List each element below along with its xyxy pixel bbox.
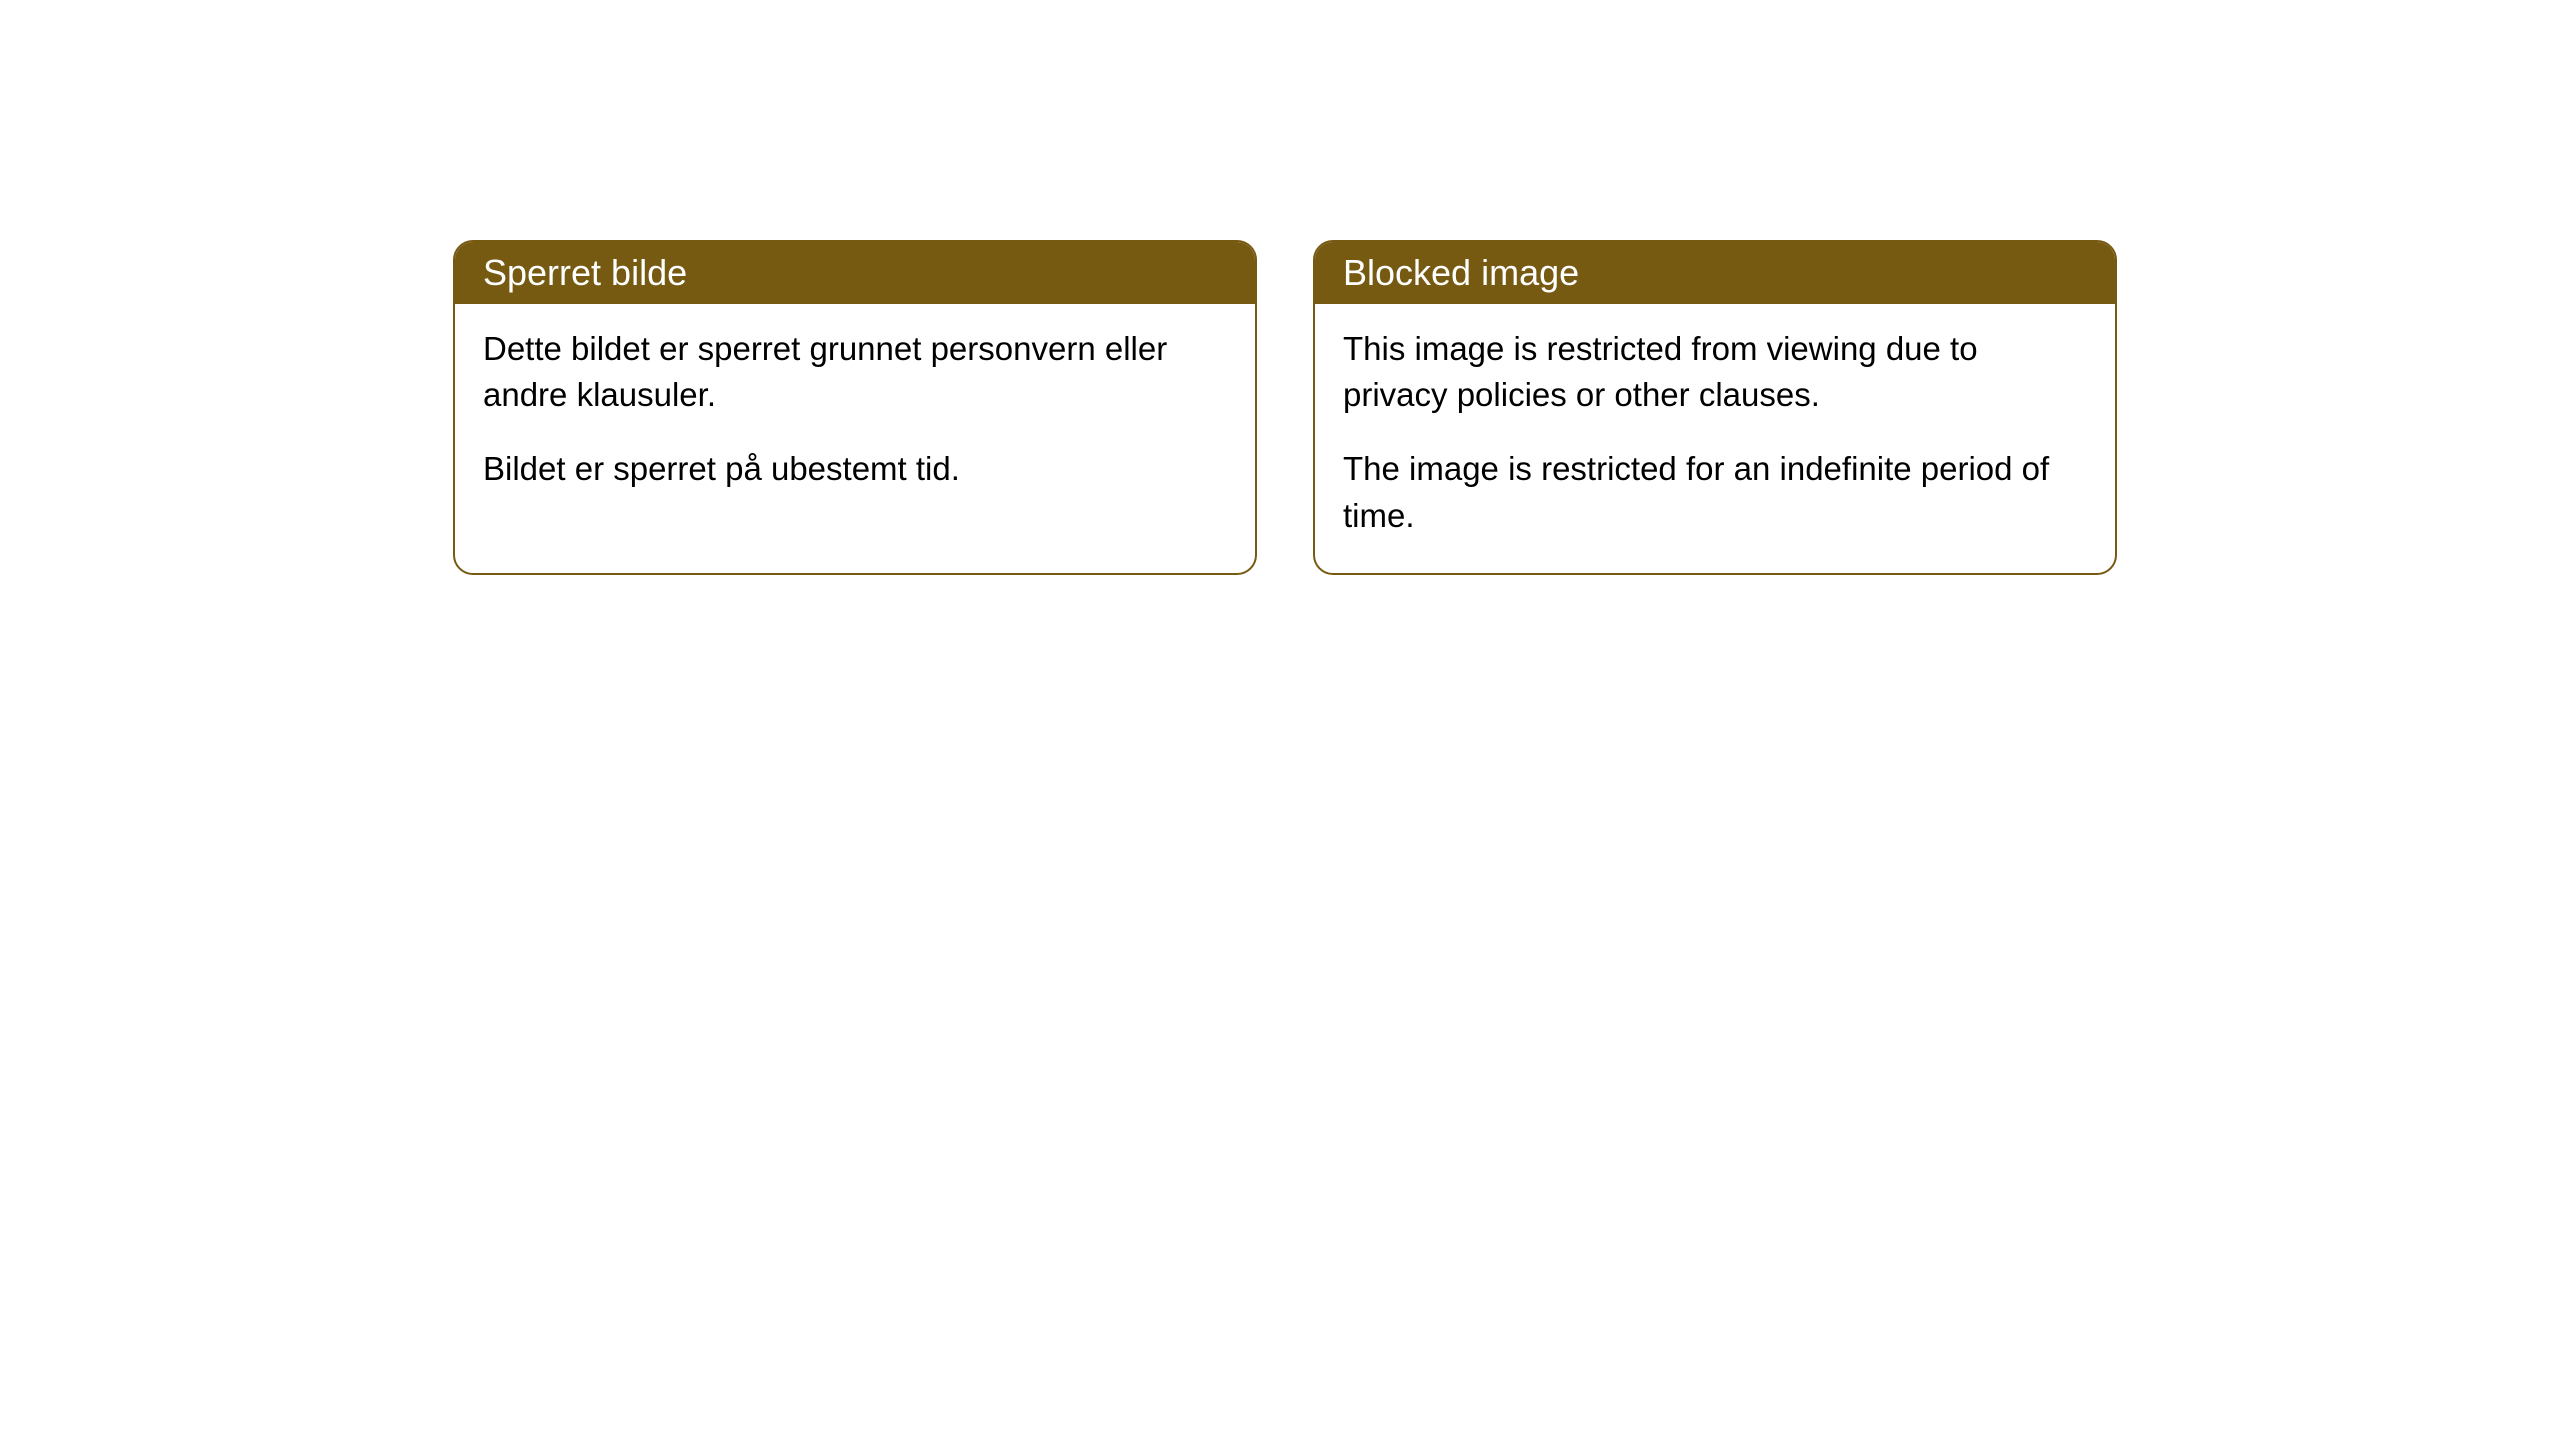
notice-body: Dette bildet er sperret grunnet personve…: [455, 304, 1255, 527]
notice-card-norwegian: Sperret bilde Dette bildet er sperret gr…: [453, 240, 1257, 575]
notice-paragraph: Dette bildet er sperret grunnet personve…: [483, 326, 1227, 418]
notice-paragraph: Bildet er sperret på ubestemt tid.: [483, 446, 1227, 492]
notice-card-english: Blocked image This image is restricted f…: [1313, 240, 2117, 575]
notice-header: Sperret bilde: [455, 242, 1255, 304]
notice-body: This image is restricted from viewing du…: [1315, 304, 2115, 573]
notice-header: Blocked image: [1315, 242, 2115, 304]
notice-paragraph: The image is restricted for an indefinit…: [1343, 446, 2087, 538]
notice-paragraph: This image is restricted from viewing du…: [1343, 326, 2087, 418]
notice-container: Sperret bilde Dette bildet er sperret gr…: [453, 240, 2117, 575]
